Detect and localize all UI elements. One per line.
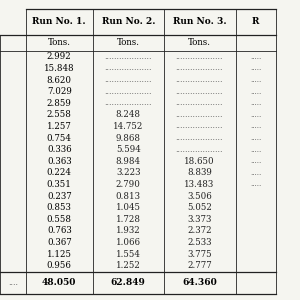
Text: 2.859: 2.859 — [47, 99, 72, 108]
Text: 2.372: 2.372 — [187, 226, 212, 236]
Text: ...................: ................... — [176, 122, 223, 130]
Text: 1.045: 1.045 — [116, 203, 141, 212]
Text: 7.029: 7.029 — [47, 87, 72, 96]
Text: ...................: ................... — [176, 53, 223, 61]
Text: 0.813: 0.813 — [116, 192, 141, 201]
Text: 8.620: 8.620 — [47, 76, 72, 85]
Text: R: R — [252, 17, 260, 26]
Text: 2.790: 2.790 — [116, 180, 141, 189]
Text: ...................: ................... — [176, 146, 223, 154]
Text: Tons.: Tons. — [188, 38, 211, 47]
Text: ...................: ................... — [104, 99, 152, 107]
Text: Run No. 2.: Run No. 2. — [101, 17, 155, 26]
Text: 64.360: 64.360 — [182, 278, 217, 287]
Text: 0.363: 0.363 — [47, 157, 72, 166]
Text: .....: ..... — [250, 53, 261, 61]
Text: ...................: ................... — [176, 99, 223, 107]
Text: 0.754: 0.754 — [47, 134, 72, 142]
Text: ...................: ................... — [104, 53, 152, 61]
Text: ...................: ................... — [176, 111, 223, 119]
Text: Run No. 1.: Run No. 1. — [32, 17, 86, 26]
Text: ....: .... — [8, 279, 18, 287]
Text: 1.066: 1.066 — [116, 238, 141, 247]
Text: 0.558: 0.558 — [47, 215, 72, 224]
Text: 3.506: 3.506 — [187, 192, 212, 201]
Text: 15.848: 15.848 — [44, 64, 75, 73]
Text: 1.125: 1.125 — [47, 250, 72, 259]
Text: .....: ..... — [250, 146, 261, 154]
Text: 1.932: 1.932 — [116, 226, 141, 236]
Text: 2.533: 2.533 — [187, 238, 212, 247]
Text: Tons.: Tons. — [117, 38, 140, 47]
Text: 3.775: 3.775 — [187, 250, 212, 259]
Text: ...................: ................... — [176, 134, 223, 142]
Text: .....: ..... — [250, 134, 261, 142]
Text: 0.336: 0.336 — [47, 145, 72, 154]
Text: ...................: ................... — [176, 64, 223, 72]
Text: 2.558: 2.558 — [47, 110, 72, 119]
Text: 1.257: 1.257 — [47, 122, 72, 131]
Text: 0.224: 0.224 — [47, 168, 72, 177]
Text: 62.849: 62.849 — [111, 278, 146, 287]
Text: ...................: ................... — [104, 64, 152, 72]
Text: 2.777: 2.777 — [187, 261, 212, 270]
Text: 1.728: 1.728 — [116, 215, 141, 224]
Text: 1.554: 1.554 — [116, 250, 141, 259]
Text: 1.252: 1.252 — [116, 261, 141, 270]
Text: 0.853: 0.853 — [47, 203, 72, 212]
Text: 8.248: 8.248 — [116, 110, 141, 119]
Text: 14.752: 14.752 — [113, 122, 143, 131]
Text: 18.650: 18.650 — [184, 157, 215, 166]
Text: ...................: ................... — [176, 76, 223, 84]
Text: .....: ..... — [250, 88, 261, 96]
Text: .....: ..... — [250, 99, 261, 107]
Text: 8.839: 8.839 — [187, 168, 212, 177]
Text: ...................: ................... — [104, 76, 152, 84]
Text: 13.483: 13.483 — [184, 180, 214, 189]
Text: 3.373: 3.373 — [187, 215, 212, 224]
Text: 3.223: 3.223 — [116, 168, 140, 177]
Text: 0.367: 0.367 — [47, 238, 72, 247]
Text: 0.237: 0.237 — [47, 192, 72, 201]
Text: ...................: ................... — [104, 88, 152, 96]
Text: 9.868: 9.868 — [116, 134, 141, 142]
Text: 0.351: 0.351 — [47, 180, 72, 189]
Text: 2.992: 2.992 — [47, 52, 72, 61]
Text: Tons.: Tons. — [48, 38, 71, 47]
Text: .....: ..... — [250, 181, 261, 188]
Text: 48.050: 48.050 — [42, 278, 76, 287]
Text: .....: ..... — [250, 111, 261, 119]
Text: 8.984: 8.984 — [116, 157, 141, 166]
Text: .....: ..... — [250, 64, 261, 72]
Text: 5.594: 5.594 — [116, 145, 141, 154]
Text: 0.763: 0.763 — [47, 226, 72, 236]
Text: ...................: ................... — [176, 88, 223, 96]
Text: .....: ..... — [250, 122, 261, 130]
Text: 5.052: 5.052 — [187, 203, 212, 212]
Text: .....: ..... — [250, 76, 261, 84]
Text: 0.956: 0.956 — [47, 261, 72, 270]
Text: Run No. 3.: Run No. 3. — [173, 17, 226, 26]
Text: .....: ..... — [250, 157, 261, 165]
Text: .....: ..... — [250, 169, 261, 177]
